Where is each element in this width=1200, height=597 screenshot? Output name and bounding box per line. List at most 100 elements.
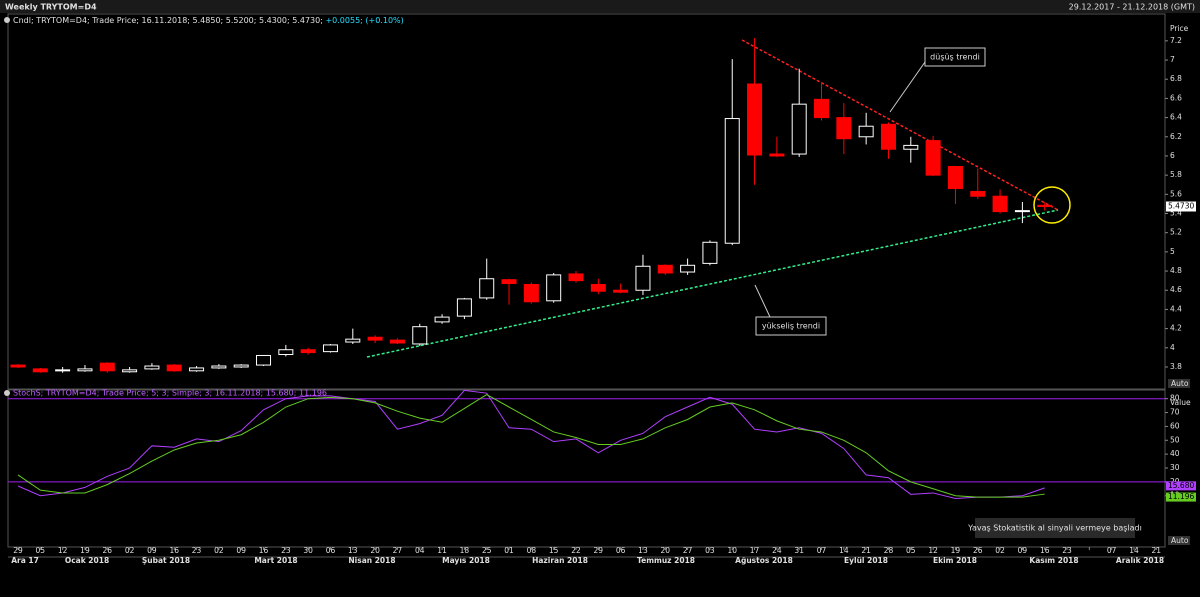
x-tick-label: 16 [1040, 546, 1050, 555]
scale-button[interactable] [1168, 379, 1190, 388]
value-tag: 11.196 [1168, 492, 1194, 501]
y-tick-label: 6.6 [1170, 93, 1182, 102]
candle-body [769, 153, 785, 157]
candle-body [814, 98, 830, 119]
candle-body [880, 123, 896, 150]
x-tick-label: 20 [661, 546, 671, 555]
candle-body [1037, 204, 1053, 208]
candle-body [122, 369, 138, 373]
candle-body [189, 367, 205, 372]
candle-body [456, 298, 472, 317]
annotation: düşüş trendi [930, 53, 980, 62]
callout-line [889, 61, 926, 113]
candle-body [99, 362, 115, 372]
x-tick-label: 02 [995, 546, 1005, 555]
x-tick-label: 16 [169, 546, 179, 555]
x-tick-label: 14 [1129, 546, 1139, 555]
x-tick-label: 06 [616, 546, 626, 555]
candle-body [836, 117, 852, 140]
scale-label[interactable]: Auto [1171, 536, 1189, 545]
candle-body [702, 241, 718, 264]
callout-box [755, 316, 827, 336]
callout-box [924, 47, 986, 67]
price-legend: Cndl; TRYTOM=D4; Trade Price; 16.11.2018… [13, 16, 404, 25]
x-tick-label: 27 [393, 546, 403, 555]
candle-body [523, 283, 539, 303]
candle-body [501, 279, 517, 285]
candle-body [144, 365, 160, 370]
value-tag-box [1166, 481, 1196, 491]
month-label: Ekim 2018 [933, 556, 977, 565]
candle-body [791, 103, 807, 155]
month-label: Mart 2018 [254, 556, 297, 565]
y-tick-label: 7 [1170, 55, 1175, 64]
candle-body [278, 349, 294, 356]
y-tick-label: 5.8 [1170, 170, 1182, 179]
month-label: Haziran 2018 [532, 556, 588, 565]
candle-body [1014, 210, 1030, 213]
candle-body [32, 368, 48, 373]
price-panel [7, 13, 1166, 391]
x-tick-label: 24 [772, 546, 782, 555]
legend-icon [4, 17, 10, 23]
x-tick-label: 17 [750, 546, 760, 555]
candle-body [858, 125, 874, 138]
y-tick-label: 6.2 [1170, 132, 1182, 141]
scale-button[interactable] [1168, 536, 1190, 545]
candle-body [635, 265, 651, 291]
y-tick-label: 4.4 [1170, 304, 1182, 313]
x-tick-label: 21 [1152, 546, 1162, 555]
annotation: yükseliş trendi [762, 322, 820, 331]
candle-body [925, 140, 941, 176]
y-tick-label: 4.2 [1170, 324, 1182, 333]
x-tick-label: 23 [192, 546, 202, 555]
x-tick-label: 25 [482, 546, 492, 555]
stoch-line [17, 393, 1045, 498]
x-tick-label: 03 [705, 546, 715, 555]
x-tick-label: 11 [437, 546, 447, 555]
candle-body [367, 336, 383, 341]
x-tick-label: 14 [839, 546, 849, 555]
y-tick-label: 5.6 [1170, 189, 1182, 198]
callout-line [754, 284, 771, 318]
x-tick-label: 01 [504, 546, 514, 555]
x-tick-label: 02 [125, 546, 135, 555]
x-tick-label: 29 [13, 546, 23, 555]
x-tick-label: 16 [259, 546, 269, 555]
x-tick-label: 27 [683, 546, 693, 555]
candle-body [992, 195, 1008, 213]
y-axis-label: Value [1170, 398, 1191, 407]
candle-body [903, 144, 919, 150]
price-tag-box [1166, 201, 1196, 212]
candle-body [947, 166, 963, 190]
legend-text: Cndl; TRYTOM=D4; Trade Price; 16.11.2018… [13, 16, 323, 25]
candle-body [613, 289, 629, 293]
x-tick-label: 09 [147, 546, 157, 555]
candle-body [10, 364, 26, 368]
header-bar [0, 0, 1200, 13]
candle-body [345, 338, 361, 343]
scale-label[interactable]: Auto [1171, 379, 1189, 388]
candle-body [322, 344, 338, 353]
candle-body [55, 369, 71, 372]
rising-trendline [366, 209, 1059, 358]
candle-body [77, 368, 93, 372]
month-label: Mayıs 2018 [442, 556, 490, 565]
value-tag: 15.680 [1168, 481, 1194, 490]
y-tick-label: 30 [1170, 463, 1180, 472]
x-tick-label: 07 [817, 546, 827, 555]
x-tick-label: 05 [36, 546, 46, 555]
x-tick-label: 10 [727, 546, 737, 555]
candle-body [657, 264, 673, 274]
x-tick-label: 19 [80, 546, 90, 555]
x-tick-label: 15 [549, 546, 559, 555]
x-tick-label: 21 [861, 546, 871, 555]
x-tick-label: 02 [214, 546, 224, 555]
x-tick-label: 31 [794, 546, 804, 555]
chart-title: Weekly TRYTOM=D4 [5, 3, 97, 12]
x-tick-label: 18 [460, 546, 470, 555]
legend-icon [4, 390, 10, 396]
month-label: Nisan 2018 [348, 556, 395, 565]
x-tick-label: 22 [571, 546, 581, 555]
